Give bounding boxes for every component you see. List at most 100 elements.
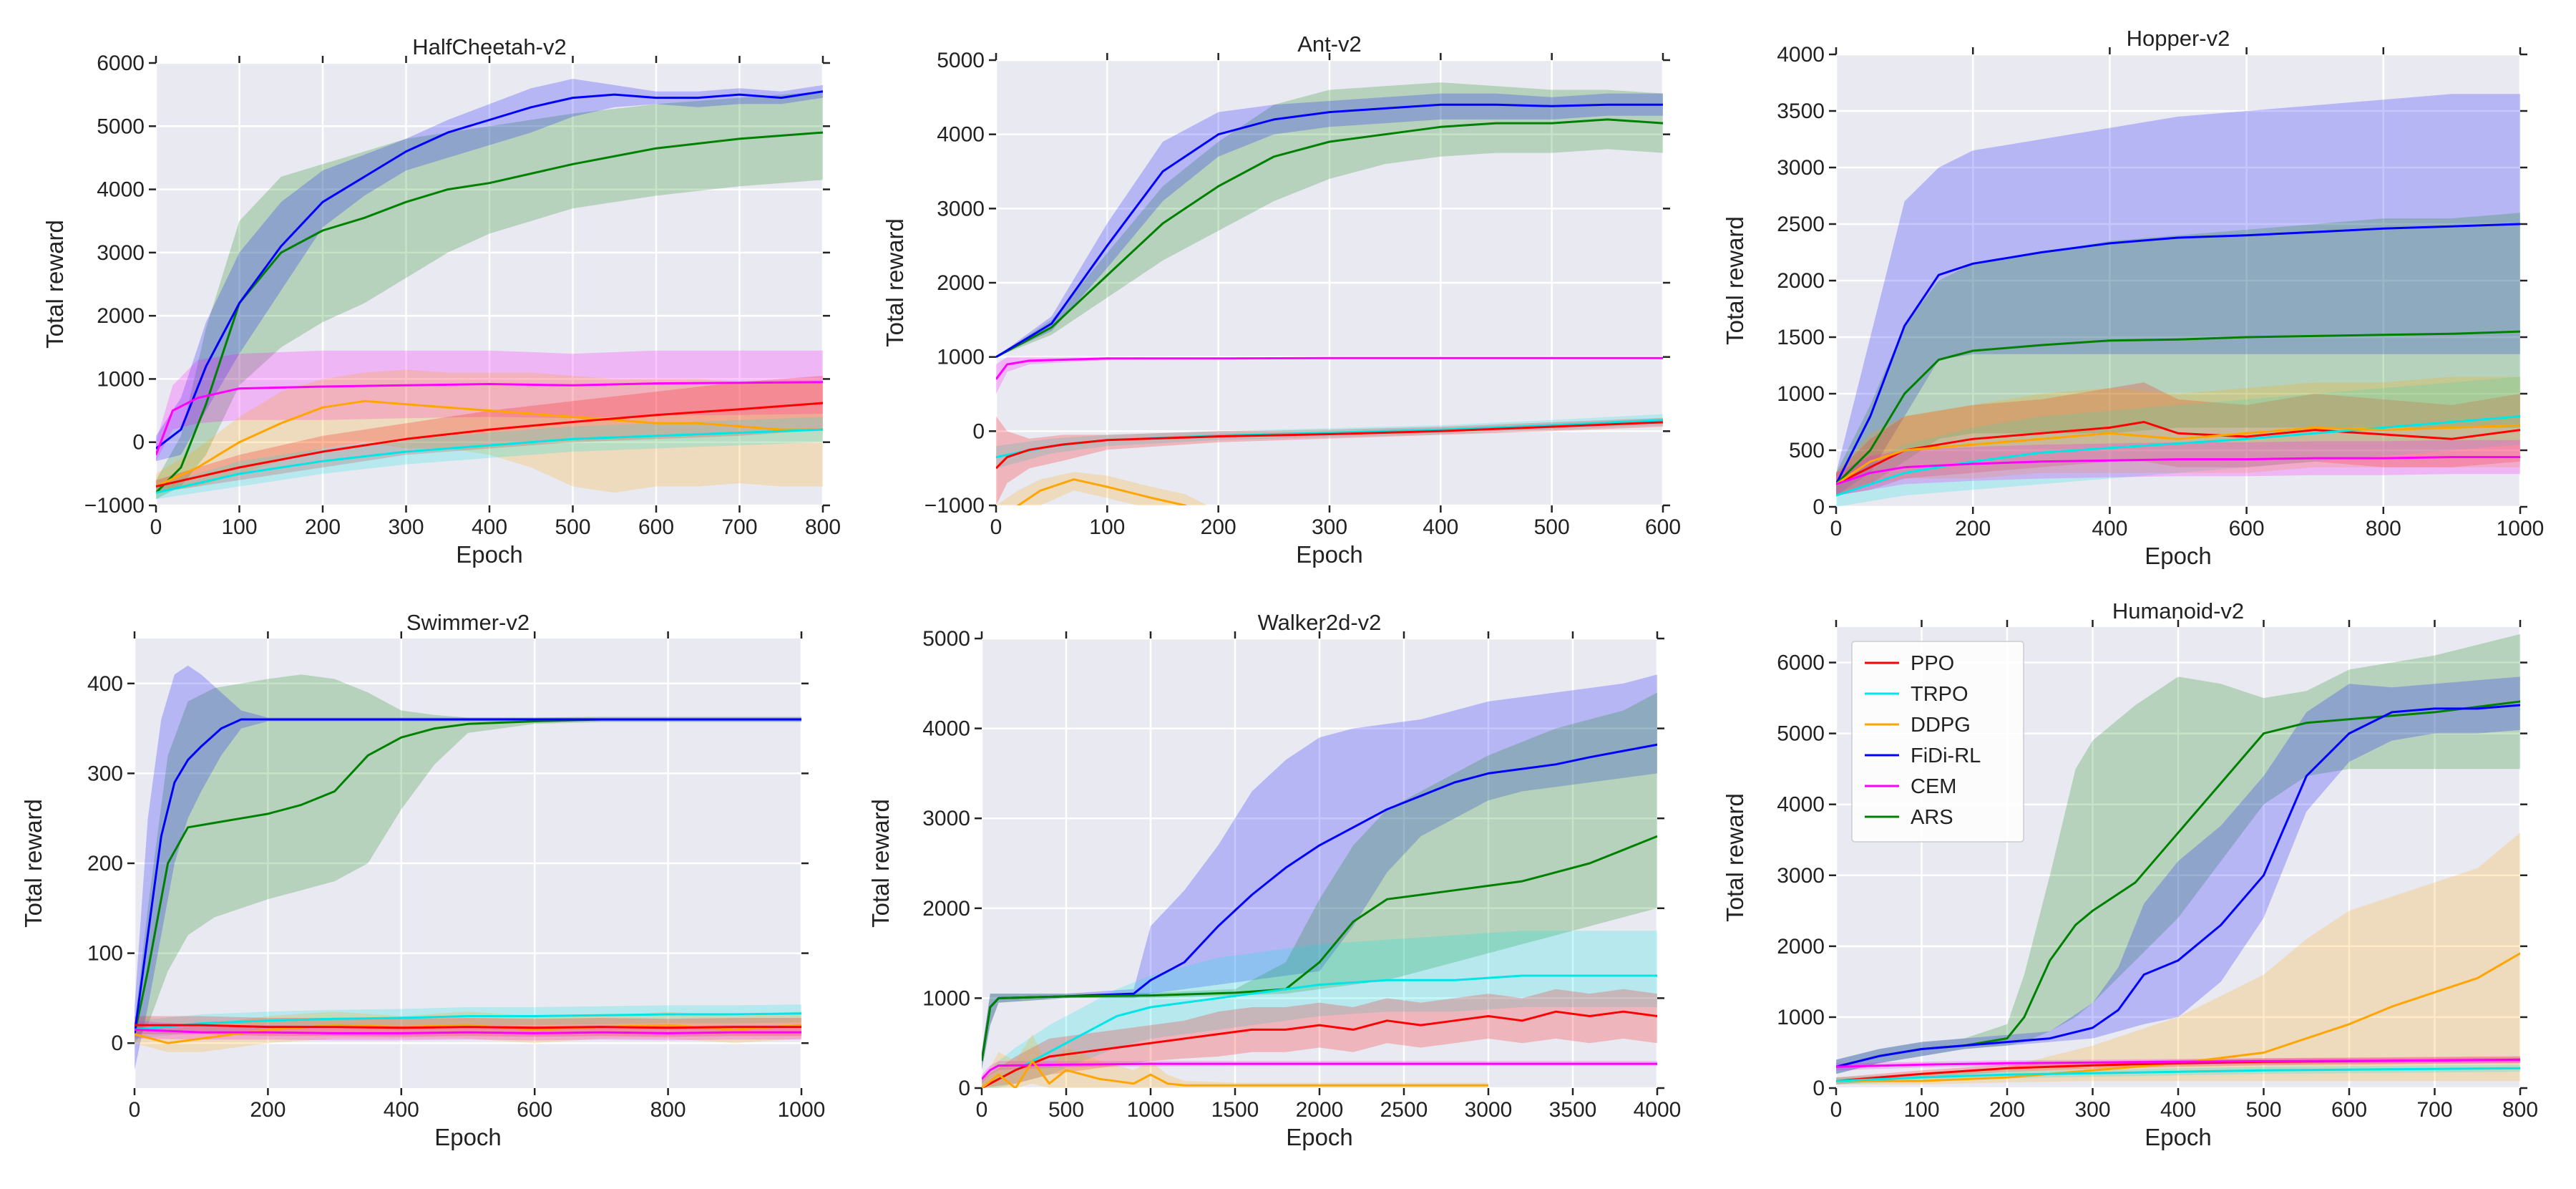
x-tick-label: 300 (2074, 1098, 2110, 1122)
plot-area (135, 665, 801, 1070)
series-line-trpo (156, 428, 823, 494)
x-tick-label: 800 (2366, 517, 2401, 540)
band-ars (156, 91, 823, 500)
legend-label-ppo: PPO (1911, 652, 1954, 675)
band-ddpg (996, 472, 1208, 505)
x-tick-label: 2500 (1380, 1098, 1428, 1122)
series-line-cem (982, 1062, 1657, 1080)
chart-title: Humanoid-v2 (2112, 598, 2244, 623)
x-tick-label: 100 (1903, 1098, 1939, 1122)
y-tick-label: 1000 (937, 346, 985, 369)
series-line-ddpg (1836, 424, 2520, 485)
y-axis-label: Total reward (1722, 216, 1748, 345)
chart-title: Hopper-v2 (2127, 26, 2230, 51)
series-line-fidi-rl (996, 103, 1663, 358)
legend-label-trpo: TRPO (1911, 683, 1968, 706)
series-line-ppo (135, 1024, 801, 1029)
series-line-ppo (996, 421, 1663, 470)
y-axis-label: Total reward (882, 218, 908, 347)
chart-title: Walker2d-v2 (1258, 610, 1382, 635)
legend: PPO TRPO DDPG FiDi-RL CEM ARS (1851, 641, 2024, 843)
x-tick-label: 500 (1048, 1098, 1084, 1122)
panel-0: 0 100 200 300 400 500 600 700 800−10000100020003… (42, 34, 841, 568)
x-tick-label: 200 (1201, 515, 1236, 539)
y-tick-label: 5000 (922, 627, 970, 651)
chart-title: Ant-v2 (1297, 31, 1362, 57)
series-line-ppo (156, 402, 823, 487)
y-tick-label: 100 (87, 942, 123, 966)
y-tick-label: 3000 (97, 241, 145, 265)
y-tick-label: 200 (87, 852, 123, 875)
series-line-ppo (982, 1010, 1657, 1088)
y-axis-label: Total reward (20, 799, 47, 928)
x-tick-label: 200 (250, 1098, 286, 1122)
y-tick-label: 6000 (1777, 651, 1825, 675)
x-tick-label: 0 (129, 1098, 141, 1122)
series-line-fidi-rl (135, 718, 801, 1034)
series-line-trpo (982, 974, 1657, 1088)
series-line-ddpg (1836, 952, 2520, 1082)
band-ddpg (1836, 377, 2520, 496)
y-tick-label: 500 (1789, 439, 1825, 462)
x-tick-label: 4000 (1634, 1098, 1682, 1122)
series-line-ddpg (135, 1024, 801, 1044)
y-tick-label: 1000 (922, 986, 970, 1010)
x-tick-label: 600 (1645, 515, 1681, 539)
y-tick-label: 6000 (97, 52, 145, 75)
series-line-trpo (1836, 1067, 2520, 1082)
x-tick-label: 0 (990, 515, 1002, 539)
band-ars (135, 674, 801, 1044)
x-tick-label: 300 (388, 515, 424, 539)
legend-label-cem: CEM (1911, 775, 1956, 798)
x-axis-label: Epoch (456, 541, 523, 568)
band-ars (1836, 213, 2520, 496)
y-tick-label: 5000 (97, 115, 145, 138)
y-tick-label: 0 (1813, 1077, 1825, 1100)
band-fidi-rl (135, 665, 801, 1070)
x-tick-label: 0 (976, 1098, 988, 1122)
y-tick-label: 4000 (97, 178, 145, 202)
plot-area (982, 674, 1657, 1088)
x-tick-label: 1000 (2497, 517, 2545, 540)
x-tick-label: 800 (805, 515, 841, 539)
band-fidi-rl (996, 93, 1663, 357)
x-tick-label: 3000 (1465, 1098, 1513, 1122)
x-axis-label: Epoch (2145, 1124, 2212, 1150)
y-axis-label: Total reward (867, 799, 894, 928)
y-tick-label: 400 (87, 672, 123, 696)
band-ars (1836, 634, 2520, 1074)
x-tick-label: 500 (2245, 1098, 2281, 1122)
band-ddpg (982, 1034, 1488, 1088)
band-trpo (1836, 377, 2520, 507)
band-ars (996, 82, 1663, 357)
x-tick-label: 1000 (1127, 1098, 1175, 1122)
x-tick-label: 500 (555, 515, 590, 539)
y-tick-label: 4000 (1777, 793, 1825, 817)
y-tick-label: 3500 (1777, 100, 1825, 123)
x-tick-label: 600 (638, 515, 674, 539)
y-tick-label: 2000 (922, 897, 970, 921)
y-tick-label: 1000 (1777, 382, 1825, 406)
x-tick-label: 400 (2160, 1098, 2196, 1122)
band-ars (982, 692, 1657, 1070)
x-tick-label: 300 (1312, 515, 1347, 539)
y-tick-label: 3000 (922, 807, 970, 830)
x-tick-label: 200 (305, 515, 341, 539)
x-tick-label: 2000 (1296, 1098, 1344, 1122)
band-fidi-rl (156, 79, 823, 462)
x-tick-label: 800 (2502, 1098, 2538, 1122)
y-tick-label: 2000 (1777, 935, 1825, 959)
x-tick-label: 400 (472, 515, 507, 539)
band-ppo (1836, 1056, 2520, 1084)
series-line-ddpg (1017, 478, 1187, 505)
series-line-cem (1836, 456, 2520, 485)
y-tick-label: 3000 (937, 197, 985, 220)
x-tick-label: 600 (2331, 1098, 2367, 1122)
y-tick-label: −1000 (924, 494, 985, 518)
band-trpo (156, 417, 823, 500)
y-tick-label: 0 (958, 1077, 970, 1100)
y-tick-label: 3000 (1777, 864, 1825, 888)
band-trpo (982, 931, 1657, 1088)
series-line-cem (135, 1028, 801, 1034)
